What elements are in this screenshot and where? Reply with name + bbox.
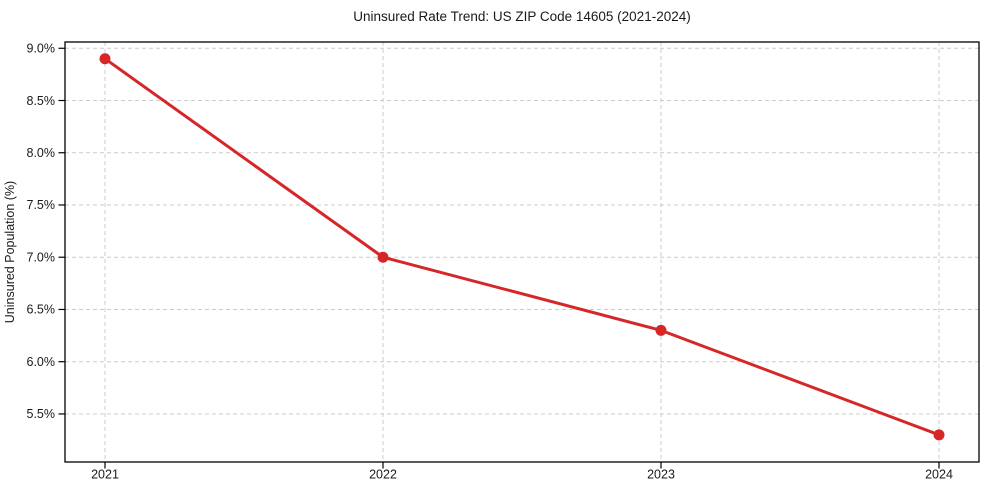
x-tick-label: 2023 (647, 468, 675, 482)
data-point (377, 251, 389, 263)
y-tick-label: 6.5% (27, 303, 56, 317)
x-tick-label: 2022 (369, 468, 397, 482)
plot-border (64, 41, 980, 463)
y-axis-label: Uninsured Population (%) (3, 181, 17, 323)
y-tick-label: 6.0% (27, 355, 56, 369)
y-tick-label: 7.5% (27, 198, 56, 212)
chart-title: Uninsured Rate Trend: US ZIP Code 14605 … (353, 9, 690, 24)
data-point (933, 429, 945, 441)
x-tick-label: 2021 (91, 468, 119, 482)
y-tick-label: 9.0% (27, 42, 56, 56)
axis-ticks-layer: 5.5% 6.0% 6.5% 7.0% 7.5% 8.0% 8.5% 9.0% 2021 2022… (27, 42, 953, 482)
data-point (99, 53, 111, 65)
data-series-layer (99, 53, 945, 441)
y-tick-label: 8.0% (27, 146, 56, 160)
y-tick-label: 5.5% (27, 407, 56, 421)
y-tick-label: 8.5% (27, 94, 56, 108)
data-point (655, 324, 667, 336)
trend-line (103, 57, 941, 437)
y-tick-label: 7.0% (27, 250, 56, 264)
gridlines-layer (65, 42, 979, 462)
x-tick-label: 2024 (925, 468, 953, 482)
